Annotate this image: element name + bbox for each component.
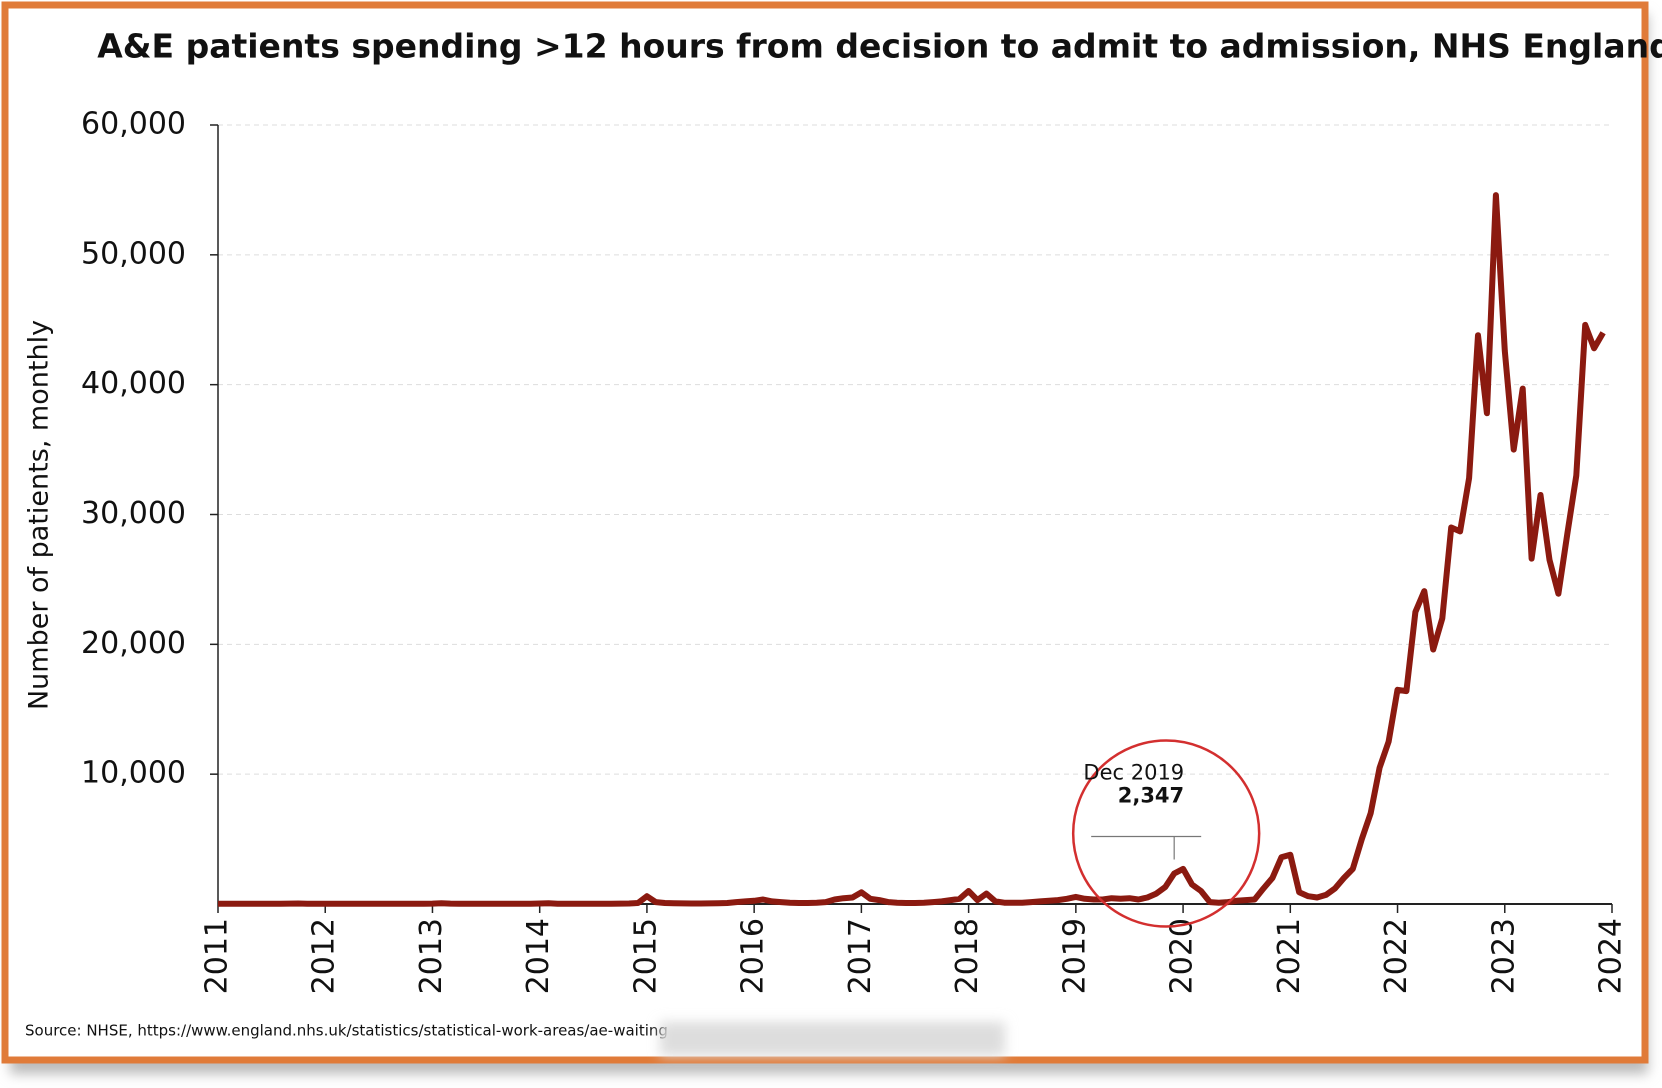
- x-tick-label: 2011: [200, 918, 235, 994]
- y-tick-label: 10,000: [81, 756, 186, 791]
- x-tick-label: 2012: [307, 918, 342, 994]
- y-tick-label: 30,000: [81, 496, 186, 531]
- x-tick-label: 2017: [843, 918, 878, 994]
- x-tick-label: 2014: [521, 918, 556, 994]
- x-tick-label: 2022: [1379, 918, 1414, 994]
- y-tick-label: 40,000: [81, 366, 186, 401]
- x-tick-label: 2020: [1165, 918, 1200, 994]
- data-line: [218, 192, 1606, 907]
- chart-title: A&E patients spending >12 hours from dec…: [97, 27, 1662, 66]
- highlight-circle: [1071, 739, 1261, 928]
- x-tick-label: 2023: [1486, 918, 1521, 994]
- y-tick-label: 20,000: [81, 626, 186, 661]
- x-tick-label: 2013: [414, 918, 449, 994]
- x-tick-label: 2016: [736, 918, 771, 994]
- x-tick-label: 2015: [628, 918, 663, 994]
- y-axis-label: Number of patients, monthly: [24, 320, 55, 710]
- blurred-text: [660, 1022, 1005, 1056]
- x-tick-label: 2018: [950, 918, 985, 994]
- y-tick-label: 50,000: [81, 236, 186, 271]
- x-tick-label: 2019: [1057, 918, 1092, 994]
- x-tick-label: 2024: [1594, 918, 1629, 994]
- source: Source: NHSE, https://www.england.nhs.uk…: [25, 1022, 668, 1040]
- x-tick-label: 2021: [1272, 918, 1307, 994]
- annotation-value: 2,347: [1118, 784, 1184, 808]
- annotation-date: Dec 2019: [1083, 761, 1184, 785]
- y-tick-label: 60,000: [81, 107, 186, 142]
- frame: [1, 1, 1649, 1064]
